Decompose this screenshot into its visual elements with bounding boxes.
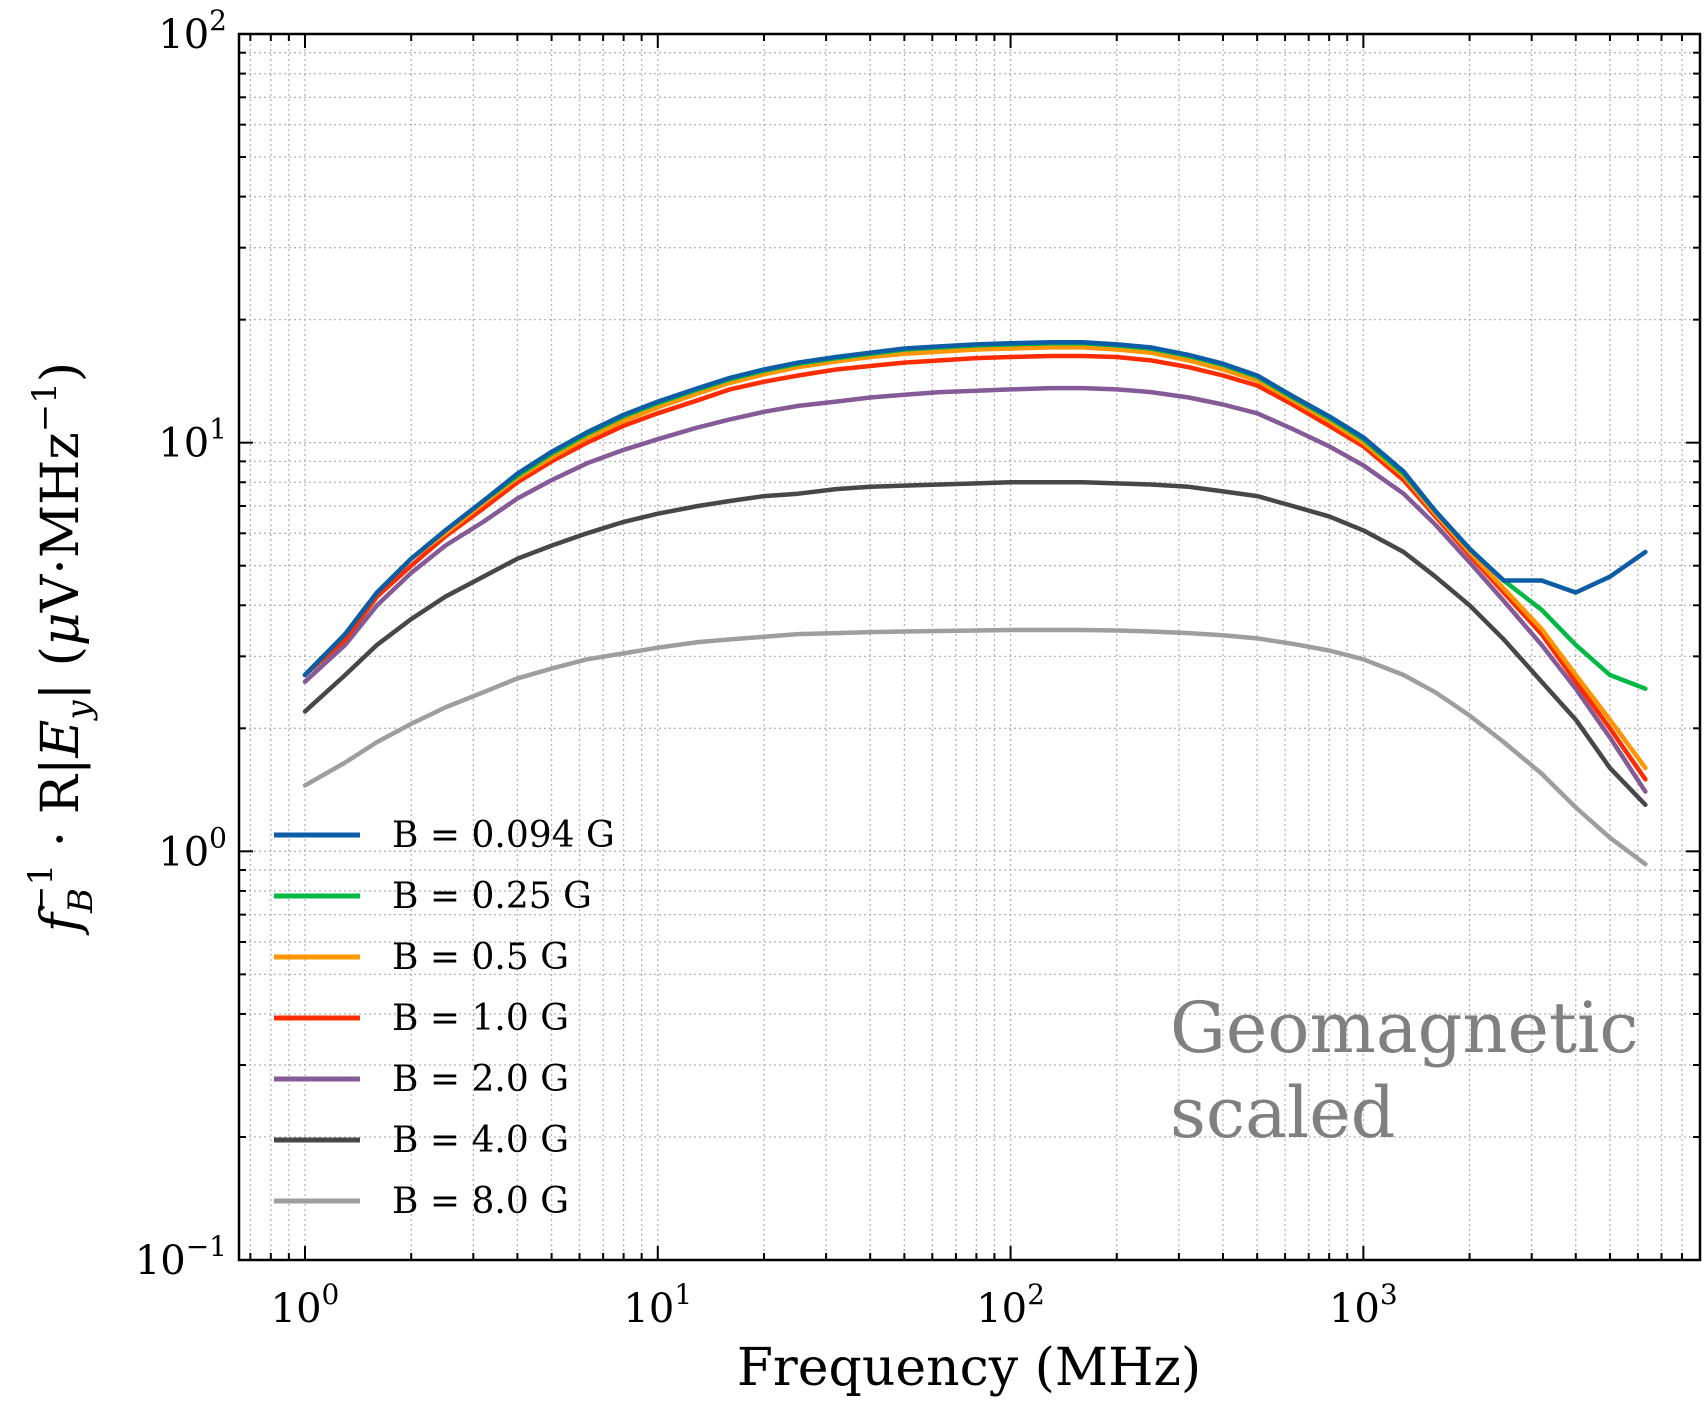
- y-tick-label: 102: [158, 4, 227, 58]
- x-tick-label: 101: [623, 1278, 692, 1332]
- x-tick-label: 100: [271, 1278, 340, 1332]
- series-line-b-0-25-g: [302, 341, 1648, 691]
- ylabel-unit-open: | (: [31, 646, 91, 700]
- series-group: [302, 340, 1648, 867]
- series-line-b-0-094-g: [302, 340, 1648, 678]
- ylabel-unit-sup: −1: [25, 382, 65, 432]
- legend-label: B = 4.0 G: [392, 1120, 569, 1161]
- legend: B = 0.094 G B = 0.25 G B = 0.5 G B = 1.0 G B…: [274, 815, 615, 1222]
- tick-labels: 100 101 102 103 10−1 100 101 102: [135, 4, 1398, 1332]
- legend-label: B = 0.25 G: [392, 876, 592, 917]
- y-tick-label: 10−1: [135, 1230, 227, 1284]
- ylabel-unit-close: ): [31, 362, 91, 382]
- y-axis-label: fB−1 · R|Ey| (μV·MHz−1): [21, 362, 101, 936]
- legend-label: B = 1.0 G: [392, 998, 569, 1039]
- series-line-b-0-5-g: [302, 345, 1648, 771]
- ylabel-mid: · R|: [31, 758, 91, 864]
- ticks: [239, 33, 1701, 1261]
- legend-label: B = 0.094 G: [392, 815, 615, 856]
- legend-label: B = 0.5 G: [392, 937, 569, 978]
- ylabel-sub: B: [61, 888, 101, 914]
- ylabel-sup: −1: [21, 864, 61, 914]
- svg-text:fB−1 · R|Ey| (μV·MHz−1): fB−1 · R|Ey| (μV·MHz−1): [21, 362, 101, 936]
- y-tick-label: 100: [158, 821, 227, 875]
- y-tick-label: 101: [158, 413, 227, 467]
- x-tick-label: 102: [976, 1278, 1045, 1332]
- x-tick-label: 103: [1329, 1278, 1398, 1332]
- ylabel-Esub: y: [59, 700, 99, 722]
- x-axis-label: Frequency (MHz): [737, 1338, 1201, 1398]
- grid: [239, 33, 1701, 1261]
- legend-label: B = 2.0 G: [392, 1059, 569, 1100]
- series-line-b-4-0-g: [302, 480, 1648, 808]
- annotation-line-2: scaled: [1170, 1072, 1395, 1154]
- ylabel-E: E: [31, 720, 91, 759]
- legend-label: B = 8.0 G: [392, 1181, 569, 1222]
- series-line-b-2-0-g: [302, 385, 1648, 794]
- annotation-line-1: Geomagnetic: [1170, 987, 1639, 1069]
- ylabel-mu: μ: [31, 612, 91, 646]
- plot-frame: [237, 32, 1702, 1262]
- series-line-b-8-0-g: [302, 627, 1648, 867]
- series-line-b-1-0-g: [302, 353, 1648, 782]
- ylabel-unit: V·MHz: [31, 432, 91, 613]
